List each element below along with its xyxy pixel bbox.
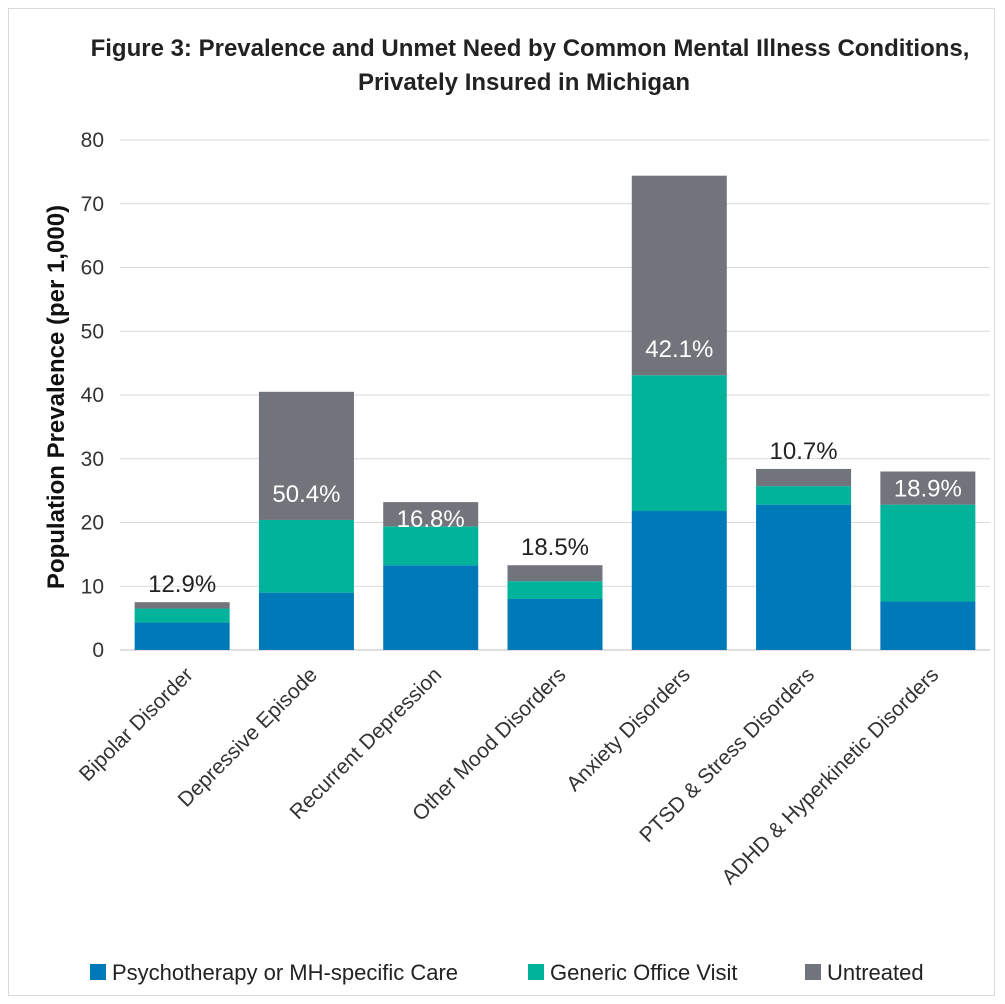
percent-label: 50.4% [272, 481, 340, 508]
y-axis-ticks: 0 10 20 30 40 50 60 70 80 [81, 129, 104, 662]
bar-generic-6 [880, 504, 976, 602]
percent-label: 18.9% [894, 476, 962, 503]
bar-untreated-4 [631, 175, 727, 376]
bar-untreated-3 [507, 565, 603, 582]
legend-label: Psychotherapy or MH-specific Care [112, 960, 458, 985]
legend-swatch-psychotherapy [90, 964, 106, 980]
y-tick-label: 40 [81, 384, 104, 407]
bar-untreated-0 [134, 602, 230, 609]
legend-swatch-untreated [805, 964, 821, 980]
chart-title: Figure 3: Prevalence and Unmet Need by C… [91, 35, 970, 62]
legend-swatch-generic [528, 964, 544, 980]
chart-subtitle: Privately Insured in Michigan [358, 69, 690, 96]
percent-label: 10.7% [770, 438, 838, 465]
percent-label: 16.8% [397, 506, 465, 533]
y-axis-label: Population Prevalence (per 1,000) [43, 205, 70, 589]
category-label: Anxiety Disorders [562, 663, 695, 796]
legend-label: Generic Office Visit [550, 960, 737, 985]
bar-generic-3 [507, 581, 603, 599]
bar-untreated-6 [880, 471, 976, 505]
bar-generic-4 [631, 375, 727, 512]
bar-psychotherapy-3 [507, 599, 603, 650]
y-tick-label: 10 [81, 575, 104, 598]
bars [134, 175, 976, 650]
y-tick-label: 20 [81, 512, 104, 535]
bar-untreated-2 [383, 502, 479, 527]
bar-psychotherapy-0 [134, 622, 230, 650]
bar-generic-0 [134, 608, 230, 623]
bar-untreated-1 [258, 391, 354, 520]
percent-label: 12.9% [148, 571, 216, 598]
y-tick-label: 70 [81, 193, 104, 216]
category-label: Bipolar Disorder [75, 663, 198, 786]
bar-psychotherapy-4 [631, 511, 727, 650]
percent-label: 42.1% [645, 336, 713, 363]
percent-label: 18.5% [521, 534, 589, 561]
y-tick-label: 80 [81, 129, 104, 152]
legend-label: Untreated [827, 960, 924, 985]
bar-psychotherapy-6 [880, 601, 976, 650]
bar-psychotherapy-5 [756, 504, 852, 650]
bar-generic-2 [383, 526, 479, 566]
category-label: ADHD & Hyperkinetic Disorders [718, 663, 944, 889]
percent-labels: 12.9% 50.4% 16.8% 18.5% 42.1% 10.7% 18.9% [148, 336, 962, 598]
y-tick-label: 60 [81, 257, 104, 280]
bar-generic-5 [756, 486, 852, 505]
bar-untreated-5 [756, 468, 852, 487]
y-tick-label: 0 [92, 639, 104, 662]
bar-psychotherapy-1 [258, 592, 354, 650]
y-tick-label: 50 [81, 320, 104, 343]
bar-psychotherapy-2 [383, 565, 479, 650]
category-label: Depressive Episode [174, 663, 322, 811]
legend: Psychotherapy or MH-specific Care Generic… [90, 960, 924, 985]
bar-generic-1 [258, 519, 354, 593]
y-tick-label: 30 [81, 448, 104, 471]
